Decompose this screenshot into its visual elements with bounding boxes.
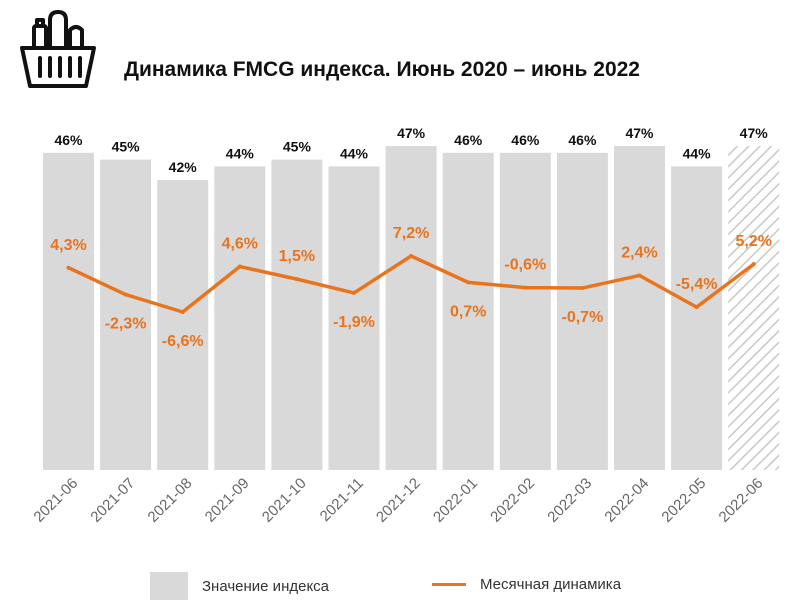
line-label-2021-07: -2,3% xyxy=(105,316,147,333)
bar-label-2022-03: 46% xyxy=(568,132,597,148)
bar-label-2022-05: 44% xyxy=(683,145,712,161)
bar-label-2022-02: 46% xyxy=(511,132,540,148)
chart-title: Динамика FMCG индекса. Июнь 2020 – июнь … xyxy=(124,58,640,81)
bar-label-2021-09: 44% xyxy=(226,145,255,161)
x-tick-2021-12: 2021-12 xyxy=(373,475,424,526)
bar-2021-09 xyxy=(214,166,266,470)
x-tick-2021-09: 2021-09 xyxy=(202,475,253,526)
line-point-2022-05 xyxy=(694,305,699,310)
line-label-2022-02: -0,6% xyxy=(504,257,546,274)
legend-swatch-bar xyxy=(150,572,188,600)
line-point-2022-06 xyxy=(751,262,756,267)
bar-label-2021-06: 46% xyxy=(54,132,83,148)
x-tick-2022-06: 2022-06 xyxy=(716,475,767,526)
bar-2022-01 xyxy=(442,152,494,471)
basket-icon xyxy=(16,6,100,97)
line-label-2022-06: 5,2% xyxy=(735,233,771,250)
x-tick-2021-07: 2021-07 xyxy=(87,475,138,526)
legend-label-index: Значение индекса xyxy=(202,577,330,595)
bar-2022-04 xyxy=(614,146,665,470)
x-tick-2021-06: 2021-06 xyxy=(30,475,81,526)
line-point-2021-08 xyxy=(180,310,185,314)
x-tick-2022-01: 2022-01 xyxy=(430,475,481,526)
bar-label-2021-11: 44% xyxy=(340,145,369,161)
x-tick-2022-02: 2022-02 xyxy=(487,475,538,526)
bar-2022-03 xyxy=(556,152,608,471)
line-point-2021-10 xyxy=(294,277,299,282)
x-tick-2022-03: 2022-03 xyxy=(544,475,595,526)
line-label-2021-11: -1,9% xyxy=(333,314,375,331)
x-tick-2022-05: 2022-05 xyxy=(658,475,709,526)
line-point-2021-11 xyxy=(352,290,356,295)
line-point-2022-03 xyxy=(580,286,585,291)
bar-2021-11 xyxy=(328,166,380,470)
bar-label-2022-06: 47% xyxy=(740,125,769,141)
legend-label-monthly: Месячная динамика xyxy=(480,576,622,593)
line-point-2022-02 xyxy=(523,285,528,290)
line-point-2021-07 xyxy=(123,292,128,297)
line-point-2022-04 xyxy=(637,273,642,278)
bar-2021-10 xyxy=(271,159,323,470)
bar-2022-05 xyxy=(671,166,723,470)
line-label-2021-08: -6,6% xyxy=(162,333,204,350)
line-label-2022-05: -5,4% xyxy=(676,276,718,293)
bar-label-2021-08: 42% xyxy=(169,159,198,175)
line-label-2021-12: 7,2% xyxy=(393,225,429,242)
x-tick-2021-08: 2021-08 xyxy=(145,475,196,526)
legend-item-monthly: Месячная динамика xyxy=(432,576,621,593)
line-label-2021-06: 4,3% xyxy=(50,237,86,254)
line-label-2022-04: 2,4% xyxy=(621,244,657,261)
x-tick-2021-10: 2021-10 xyxy=(259,475,310,526)
line-label-2022-03: -0,7% xyxy=(562,309,604,326)
bar-label-2022-04: 47% xyxy=(625,125,654,141)
line-point-2021-06 xyxy=(66,265,71,270)
bar-2021-06 xyxy=(43,152,94,471)
bar-2021-12 xyxy=(385,146,437,470)
line-label-2022-01: 0,7% xyxy=(450,303,486,320)
bar-2021-07 xyxy=(100,159,152,470)
bar-2021-08 xyxy=(157,180,209,470)
bar-label-2021-07: 45% xyxy=(112,139,141,155)
line-label-2021-09: 4,6% xyxy=(222,236,258,253)
x-tick-2022-04: 2022-04 xyxy=(601,475,652,526)
line-point-2022-01 xyxy=(466,280,471,285)
legend-swatch-line xyxy=(432,583,466,586)
bar-label-2021-10: 45% xyxy=(283,139,312,155)
bar-2022-06 xyxy=(728,146,780,470)
line-point-2021-09 xyxy=(237,264,242,269)
x-tick-2021-11: 2021-11 xyxy=(317,475,367,525)
bar-2022-02 xyxy=(499,152,551,471)
line-label-2021-10: 1,5% xyxy=(279,248,315,265)
legend-item-index: Значение индекса xyxy=(150,572,329,600)
line-point-2021-12 xyxy=(409,254,414,258)
bar-label-2022-01: 46% xyxy=(454,132,483,148)
bar-label-2021-12: 47% xyxy=(397,125,426,141)
